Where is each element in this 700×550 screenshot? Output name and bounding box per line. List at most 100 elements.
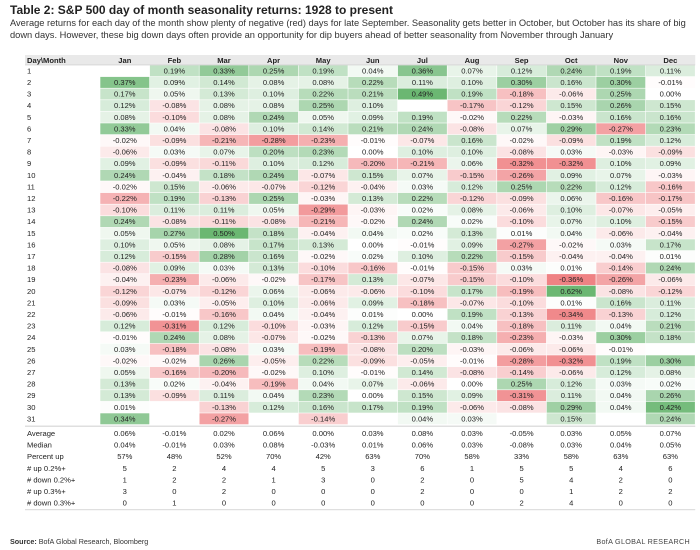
cell-value: 0.00% [461, 380, 483, 389]
heat-cell [298, 204, 348, 216]
cell-value: -0.02% [113, 136, 137, 145]
cell-value: -0.07% [460, 298, 484, 307]
cell-value: -0.14% [510, 368, 534, 377]
heat-cell [348, 239, 398, 251]
heat-cell [100, 320, 150, 332]
row-label-day-3: 3 [27, 90, 31, 99]
heat-cell [497, 413, 547, 425]
row-label-day-29: 29 [27, 391, 35, 400]
row-label-day-30: 30 [27, 403, 35, 412]
heat-cell [397, 274, 447, 286]
cell-value: 0.12% [362, 322, 384, 331]
heat-cell [100, 146, 150, 158]
heat-cell [298, 390, 348, 402]
cell-value: -0.09% [361, 356, 385, 365]
summary-value: 2 [172, 464, 176, 473]
heat-cell [645, 134, 695, 146]
heat-cell [397, 401, 447, 413]
heat-cell [397, 227, 447, 239]
cell-value: -0.15% [460, 171, 484, 180]
heat-cell [546, 227, 596, 239]
cell-value: 0.17% [461, 287, 483, 296]
row-label-day-14: 14 [27, 217, 35, 226]
heat-cell [397, 158, 447, 170]
heat-cell [100, 297, 150, 309]
heat-cell [645, 413, 695, 425]
cell-value: -0.10% [510, 217, 534, 226]
heat-cell [199, 192, 249, 204]
heat-cell [249, 65, 299, 77]
cell-value: -0.05% [658, 206, 682, 215]
cell-value: 0.03% [213, 264, 235, 273]
summary-value: 0.03% [461, 429, 483, 438]
heat-cell [497, 390, 547, 402]
cell-value: -0.19% [262, 380, 286, 389]
cell-value: -0.06% [559, 90, 583, 99]
heat-cell [447, 76, 497, 88]
summary-value: 6 [420, 464, 424, 473]
heat-cell [645, 169, 695, 181]
cell-value: 0.12% [114, 322, 136, 331]
heat-cell [645, 204, 695, 216]
cell-value: 0.04% [164, 124, 186, 133]
cell-value: 0.10% [362, 101, 384, 110]
heat-cell [447, 146, 497, 158]
heat-cell [397, 76, 447, 88]
cell-value: 0.20% [263, 148, 285, 157]
heat-cell [249, 216, 299, 228]
column-header-nov: Nov [614, 56, 629, 65]
cell-value: -0.17% [460, 101, 484, 110]
heat-cell [298, 297, 348, 309]
heat-cell [546, 111, 596, 123]
cell-value: -0.04% [212, 380, 236, 389]
heat-cell [348, 192, 398, 204]
cell-value: 0.03% [461, 414, 483, 423]
heat-cell [645, 285, 695, 297]
cell-value: -0.36% [559, 275, 583, 284]
heat-cell [596, 366, 646, 378]
heat-cell [645, 100, 695, 112]
heat-cell [149, 250, 199, 262]
source-note: Source: BofA Global Research, Bloomberg [10, 537, 148, 546]
heat-cell [249, 297, 299, 309]
summary-value: 0 [371, 487, 375, 496]
row-label-day-26: 26 [27, 356, 35, 365]
cell-value: -0.08% [162, 217, 186, 226]
cell-value: 0.19% [164, 66, 186, 75]
heat-cell [100, 378, 150, 390]
heat-cell [546, 123, 596, 135]
cell-value: 0.37% [114, 78, 136, 87]
cell-value: -0.01% [113, 333, 137, 342]
heat-cell [298, 192, 348, 204]
heat-cell [199, 297, 249, 309]
cell-value: -0.34% [559, 310, 583, 319]
heat-cell [497, 308, 547, 320]
cell-value: 0.04% [412, 414, 434, 423]
heat-cell [100, 355, 150, 367]
summary-label: Percent up [27, 452, 64, 461]
heat-cell [546, 169, 596, 181]
heat-cell [546, 262, 596, 274]
cell-value: -0.13% [361, 333, 385, 342]
cell-value: -0.08% [212, 124, 236, 133]
cell-value: 0.19% [610, 356, 632, 365]
heat-cell [497, 146, 547, 158]
cell-value: 0.16% [660, 113, 682, 122]
cell-value: -0.04% [609, 252, 633, 261]
heat-cell [497, 227, 547, 239]
summary-value: 2 [519, 499, 523, 508]
cell-value: -0.02% [262, 368, 286, 377]
cell-value: 0.07% [560, 217, 582, 226]
column-header-aug: Aug [465, 56, 480, 65]
cell-value: -0.02% [262, 275, 286, 284]
cell-value: -0.31% [510, 391, 534, 400]
summary-value: 70% [266, 452, 281, 461]
heat-cell [497, 169, 547, 181]
cell-value: 0.10% [610, 159, 632, 168]
cell-value: -0.08% [510, 148, 534, 157]
cell-value: -0.04% [658, 229, 682, 238]
heat-cell [447, 250, 497, 262]
cell-value: 0.00% [362, 148, 384, 157]
heat-cell [249, 192, 299, 204]
cell-value: -0.06% [510, 345, 534, 354]
